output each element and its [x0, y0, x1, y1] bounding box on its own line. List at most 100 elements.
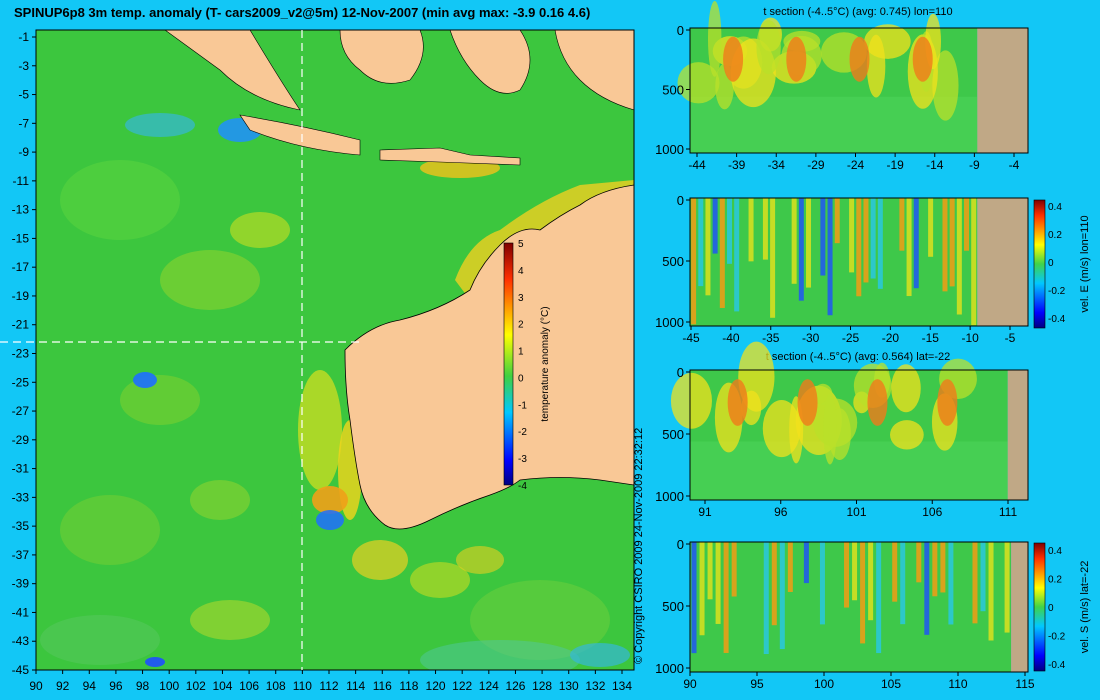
section-velocity-band — [787, 542, 793, 592]
land-java — [239, 114, 361, 156]
section-x-tick-label: 105 — [881, 677, 901, 691]
section-velocity-band — [942, 198, 948, 292]
section-velocity-band — [698, 198, 704, 287]
map-y-axis: -1 -3 -5 -7 -9 -11 -13 -15 -17 -19 -21 -23 -25 -27 -29… — [12, 30, 36, 677]
section-velocity-band — [731, 542, 737, 597]
map-y-tick-label: -25 — [12, 375, 30, 389]
section-x-tick-label: 111 — [999, 505, 1018, 519]
map-x-tick-label: 96 — [109, 679, 123, 693]
map-colorbar-tick-label: -4 — [518, 481, 527, 492]
section-warm-core — [937, 379, 958, 426]
section-velocity-band — [827, 198, 833, 316]
section-x-tick-label: -10 — [961, 331, 979, 345]
section-warm-core — [727, 379, 748, 426]
map-y-tick-label: -45 — [12, 663, 30, 677]
map-x-tick-label: 130 — [559, 679, 579, 693]
map-colorbar-tick-label: 3 — [518, 293, 524, 304]
map-panel: 90 92 94 96 98 100 102 104 106 108 110 112 114 116 118… — [0, 29, 635, 693]
velE-colorbar-ramp — [1033, 199, 1046, 329]
section-y-tick-label: 500 — [662, 254, 684, 269]
section-velocity-band — [798, 198, 804, 301]
section-velocity-band — [715, 542, 721, 624]
land-australia — [344, 184, 634, 530]
section-land — [1007, 370, 1028, 500]
section-velocity-band — [956, 542, 962, 640]
map-x-tick-label: 108 — [266, 679, 286, 693]
section-velocity-band — [755, 542, 761, 603]
section-velocity-band — [935, 198, 941, 262]
section-x-tick-label: 100 — [814, 677, 834, 691]
section-velocity-band — [863, 198, 869, 283]
section-velocity-band — [892, 198, 898, 274]
map-x-tick-label: 106 — [239, 679, 259, 693]
section-velocity-band — [980, 542, 986, 612]
velS-colorbar-ramp — [1033, 542, 1046, 672]
section-velocity-band — [707, 542, 713, 600]
section-velocity-band — [1004, 542, 1010, 633]
section-velocity-band — [971, 198, 977, 326]
section-x-tick-label: 106 — [922, 505, 942, 519]
section-velocity-band — [924, 542, 930, 635]
section-y-tick-label: 500 — [662, 427, 684, 442]
section-velocity-band — [949, 198, 955, 287]
section-velocity-band — [913, 198, 919, 289]
section-velocity-band — [705, 198, 711, 296]
section-velocity-band — [988, 542, 994, 641]
section-deep-layer — [690, 441, 1008, 500]
section-velocity-band — [779, 542, 785, 650]
map-x-tick-label: 114 — [346, 679, 365, 693]
section-velocity-band — [834, 198, 840, 244]
map-colorbar-tick-label: 4 — [518, 266, 524, 277]
section-velocity-band — [900, 542, 906, 625]
section-velocity-band — [727, 198, 733, 264]
section-velocity-band — [762, 198, 768, 260]
map-x-tick-label: 124 — [479, 679, 499, 693]
section-x-tick-label: -14 — [926, 158, 944, 172]
section-velocity-band — [777, 198, 783, 306]
section-x-tick-label: -24 — [847, 158, 865, 172]
section-velocity-band — [791, 198, 797, 284]
map-y-tick-label: -31 — [12, 462, 30, 476]
section-x-tick-label: -34 — [768, 158, 786, 172]
panel1-title: t section (-4..5°C) (avg: 0.745) lon=110 — [763, 6, 952, 18]
section-velocity-band — [763, 542, 769, 655]
section-velocity-band — [747, 542, 753, 640]
map-x-tick-label: 122 — [452, 679, 472, 693]
section-colorbar-tick-label: 0.4 — [1048, 202, 1062, 213]
land-borneo — [339, 30, 424, 84]
section-velocity-band — [868, 542, 874, 621]
map-x-tick-label: 116 — [373, 679, 392, 693]
map-x-tick-label: 128 — [532, 679, 552, 693]
section-anomaly — [756, 20, 781, 75]
section-warm-core — [912, 36, 933, 82]
map-colorbar-tick-label: 0 — [518, 373, 524, 384]
section-velocity-band — [841, 198, 847, 260]
section-warm-core — [867, 379, 888, 426]
copyright-text: © Copyright CSIRO 2009 24-Nov-2009 22:32… — [633, 428, 645, 664]
section-velocity-band — [739, 542, 745, 584]
section-velocity-band — [972, 542, 978, 624]
section-colorbar-tick-label: 0 — [1048, 603, 1054, 614]
map-x-axis: 90 92 94 96 98 100 102 104 106 108 110 112 114 116 118… — [29, 670, 632, 693]
land-sulawesi — [449, 30, 531, 94]
section-velocity-band — [940, 542, 946, 593]
section-velocity-band — [803, 542, 809, 584]
section-velocity-band — [860, 542, 866, 644]
section-anomaly — [891, 364, 921, 413]
section-velocity-band — [870, 198, 876, 279]
panel3-title: t section (-4..5°C) (avg: 0.564) lat=-22 — [766, 351, 950, 363]
section-anomaly — [670, 372, 712, 429]
section-warm-core — [849, 36, 870, 82]
velE-colorbar-label: vel. E (m/s) lon=110 — [1079, 215, 1091, 312]
map-x-tick-label: 92 — [56, 679, 70, 693]
map-y-tick-label: -39 — [12, 577, 30, 591]
map-colorbar: 5 4 3 2 1 0 -1 -2 -3 -4 temperature anomaly (°C) — [503, 239, 551, 492]
map-x-tick-label: 90 — [29, 679, 43, 693]
section-colorbar-tick-label: 0 — [1048, 258, 1054, 269]
section-velocity-band — [691, 198, 697, 325]
map-x-tick-label: 126 — [505, 679, 525, 693]
map-colorbar-tick-label: -3 — [518, 454, 527, 465]
map-colorbar-label: temperature anomaly (°C) — [540, 306, 551, 421]
map-y-tick-label: -7 — [18, 116, 29, 130]
